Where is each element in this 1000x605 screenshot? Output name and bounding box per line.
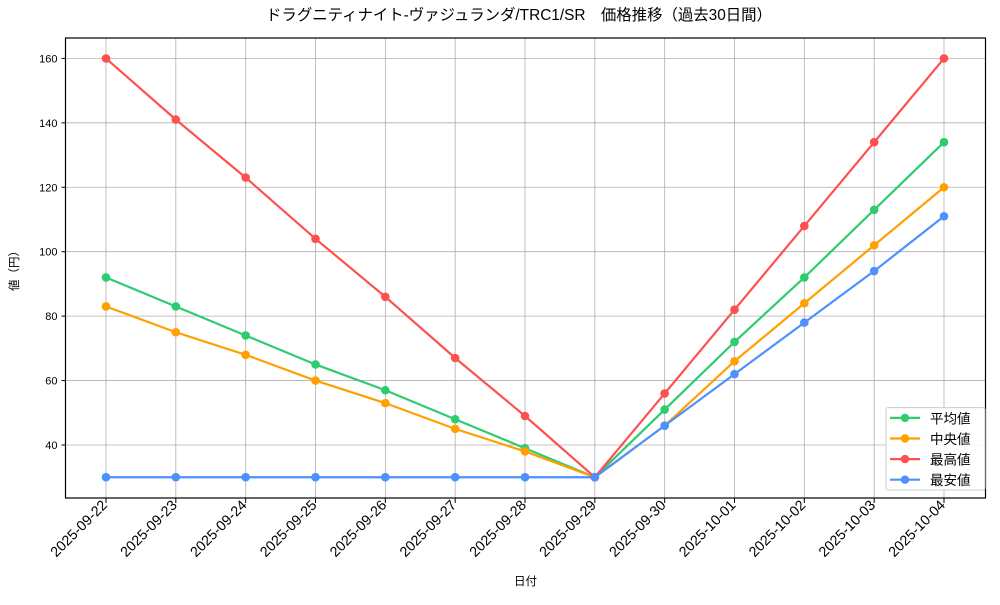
svg-text:140: 140 (39, 118, 57, 130)
svg-text:60: 60 (45, 376, 57, 388)
svg-text:最高値: 最高値 (930, 452, 971, 468)
svg-text:160: 160 (39, 53, 57, 65)
svg-text:平均値: 平均値 (930, 411, 971, 426)
svg-text:120: 120 (39, 182, 57, 194)
svg-text:中央値: 中央値 (930, 432, 971, 447)
svg-text:最安値: 最安値 (930, 473, 971, 488)
svg-text:ドラグニティナイト-ヴァジュランダ/TRC1/SR 価格推移: ドラグニティナイト-ヴァジュランダ/TRC1/SR 価格推移（過去30日間） (266, 6, 772, 24)
svg-text:値（円）: 値（円） (8, 245, 21, 291)
svg-text:80: 80 (45, 311, 57, 323)
svg-text:40: 40 (45, 440, 57, 452)
svg-text:100: 100 (39, 247, 57, 259)
svg-text:日付: 日付 (514, 575, 537, 588)
